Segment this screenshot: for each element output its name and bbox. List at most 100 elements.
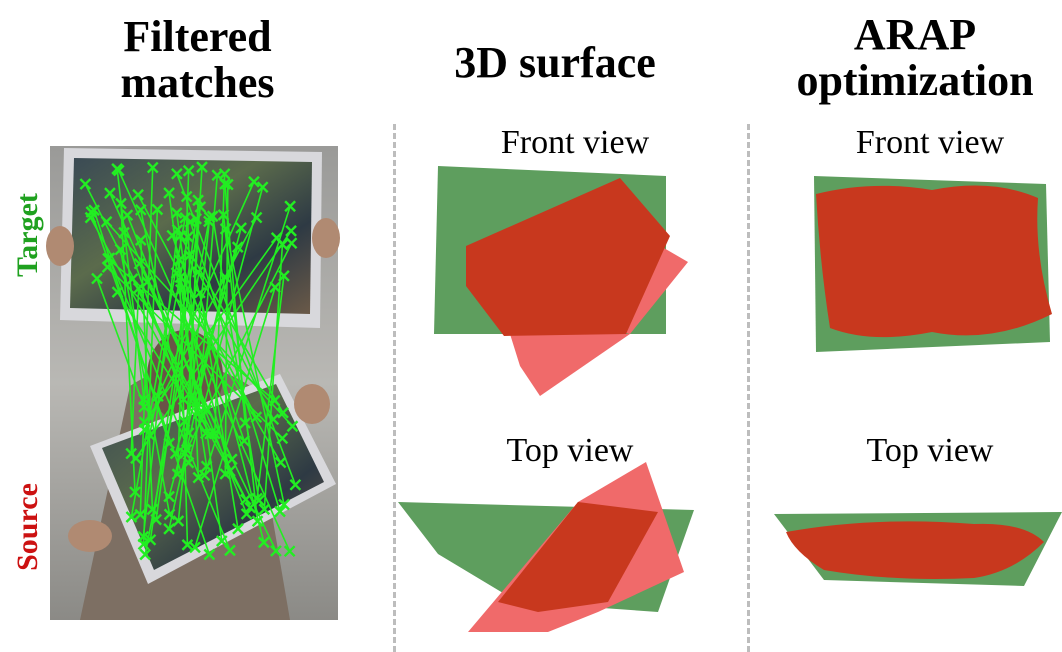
match-marker xyxy=(175,283,187,296)
arap-top-view xyxy=(774,512,1062,586)
arap-top-red xyxy=(786,521,1044,579)
match-marker xyxy=(258,503,271,516)
match-marker xyxy=(126,273,139,285)
match-line xyxy=(180,289,282,463)
match-marker xyxy=(251,515,264,528)
match-line xyxy=(179,235,284,414)
match-marker xyxy=(134,508,147,521)
match-marker xyxy=(104,187,116,199)
arap-title-line2: optimization xyxy=(796,56,1034,105)
match-marker xyxy=(169,447,182,460)
match-line xyxy=(178,260,189,545)
source-label: Source xyxy=(11,483,44,571)
match-marker xyxy=(141,276,154,288)
match-marker xyxy=(278,498,290,511)
match-marker xyxy=(192,266,205,278)
match-line xyxy=(186,242,293,451)
match-marker xyxy=(268,394,281,407)
surface-top-view xyxy=(398,462,694,632)
match-marker xyxy=(170,207,183,219)
match-marker xyxy=(177,393,190,406)
match-marker xyxy=(118,226,130,239)
match-marker xyxy=(139,548,152,561)
match-marker xyxy=(146,161,159,174)
match-marker xyxy=(163,187,175,199)
match-marker xyxy=(248,175,260,188)
match-marker xyxy=(192,194,204,207)
match-marker xyxy=(115,197,127,210)
match-marker xyxy=(182,427,195,439)
match-marker xyxy=(181,538,194,551)
match-marker xyxy=(171,468,184,480)
match-marker xyxy=(132,188,144,201)
match-marker xyxy=(267,413,280,426)
matches-photo xyxy=(46,146,340,620)
match-marker xyxy=(152,390,164,402)
match-line xyxy=(224,228,285,505)
match-marker xyxy=(274,456,287,469)
match-line xyxy=(157,181,255,397)
match-marker xyxy=(182,164,195,177)
surface-top-view-label: Top view xyxy=(506,432,634,469)
match-marker xyxy=(289,478,302,491)
match-marker xyxy=(219,178,231,190)
match-marker xyxy=(173,254,186,266)
match-marker xyxy=(278,270,290,282)
match-marker xyxy=(190,395,203,407)
match-marker xyxy=(163,437,176,450)
match-marker xyxy=(224,544,236,557)
match-line xyxy=(130,217,186,518)
target-hand-right xyxy=(312,218,340,258)
match-marker xyxy=(256,181,269,194)
match-marker xyxy=(180,443,193,456)
arap-title: ARAP optimization xyxy=(770,12,1060,104)
match-marker xyxy=(215,535,228,547)
source-hand-left xyxy=(68,520,112,552)
match-marker xyxy=(274,505,286,518)
match-marker xyxy=(277,406,289,419)
surface-front-view-label: Front view xyxy=(500,124,650,161)
match-marker xyxy=(219,223,232,235)
filtered-matches-title: Filtered matches xyxy=(80,14,315,106)
match-marker xyxy=(79,178,92,190)
match-marker xyxy=(144,533,157,546)
match-marker xyxy=(174,271,187,284)
match-marker xyxy=(91,272,103,285)
match-line xyxy=(199,292,239,529)
match-marker xyxy=(129,486,141,498)
match-marker xyxy=(178,415,191,428)
match-line xyxy=(139,167,154,515)
match-marker xyxy=(217,209,230,221)
target-label: Target xyxy=(11,193,44,277)
match-marker xyxy=(250,411,263,423)
match-line xyxy=(137,194,258,418)
match-line xyxy=(263,244,284,510)
match-line xyxy=(143,217,258,431)
match-line xyxy=(143,237,278,423)
match-marker xyxy=(203,211,216,224)
match-marker xyxy=(114,243,127,256)
match-marker xyxy=(163,508,176,521)
surface-3d-title-text: 3D surface xyxy=(454,38,656,87)
match-marker xyxy=(100,215,113,228)
match-marker xyxy=(171,167,183,180)
arap-front-view xyxy=(814,176,1052,352)
match-line xyxy=(194,287,276,548)
match-marker xyxy=(132,282,145,295)
match-marker xyxy=(239,493,252,506)
match-marker xyxy=(200,404,213,417)
match-marker xyxy=(194,201,207,213)
match-marker xyxy=(133,257,146,270)
match-marker xyxy=(198,469,211,482)
match-marker xyxy=(250,211,263,224)
match-line xyxy=(84,183,251,508)
match-marker xyxy=(240,508,253,520)
match-marker xyxy=(285,225,297,237)
match-line xyxy=(224,183,246,424)
match-marker xyxy=(163,490,175,503)
match-marker xyxy=(137,538,150,551)
match-marker xyxy=(130,452,142,465)
match-marker xyxy=(196,161,208,173)
match-marker xyxy=(203,215,215,228)
match-marker xyxy=(125,511,138,523)
